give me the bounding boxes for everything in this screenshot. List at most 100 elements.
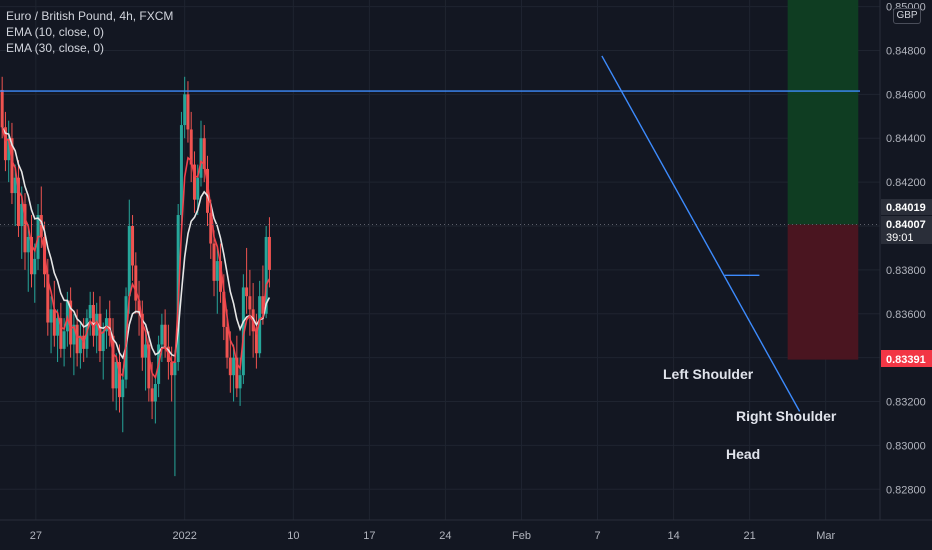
- candle-body: [10, 138, 14, 194]
- candle-body: [202, 138, 206, 169]
- time-tick-label: 17: [363, 530, 375, 542]
- candle-body: [267, 236, 271, 270]
- price-tick-label: 0.84400: [886, 133, 926, 145]
- descending-trendline: [601, 55, 801, 412]
- candle-body: [52, 309, 56, 336]
- candle-body: [75, 324, 79, 354]
- time-tick-label: 7: [594, 530, 600, 542]
- price-tick-label: 0.83600: [886, 309, 926, 321]
- candle-body: [127, 225, 131, 297]
- candle-body: [261, 296, 265, 314]
- candle-body: [248, 296, 252, 310]
- candle-body: [59, 318, 63, 349]
- candle-body: [33, 258, 37, 275]
- currency-badge[interactable]: GBP: [893, 8, 921, 24]
- candle-body: [183, 94, 187, 126]
- candle-body: [238, 375, 242, 389]
- candle-body: [235, 357, 239, 389]
- candle-body: [170, 362, 174, 376]
- candle-body: [26, 236, 30, 253]
- price-tick-label: 0.84200: [886, 177, 926, 189]
- candle-body: [46, 274, 50, 323]
- candle-body: [241, 287, 245, 376]
- candle-body: [88, 304, 92, 319]
- time-tick-label: 24: [439, 530, 451, 542]
- candle-body: [62, 331, 66, 349]
- candle-body: [212, 243, 216, 281]
- candle-body: [101, 331, 105, 352]
- candle-body: [144, 344, 148, 358]
- candle-body: [160, 324, 164, 345]
- time-tick-label: 14: [667, 530, 679, 542]
- candle-body: [179, 125, 183, 216]
- annotation-label: Right Shoulder: [736, 408, 837, 424]
- trend-drawings: [0, 55, 880, 412]
- time-tick-label: 21: [744, 530, 756, 542]
- candle-body: [219, 261, 223, 292]
- candle-body: [0, 89, 4, 128]
- candle-body: [245, 287, 249, 297]
- chart-legend: Euro / British Pound, 4h, FXCM EMA (10, …: [6, 8, 173, 56]
- candle-body: [95, 313, 99, 336]
- annotation-label: Head: [726, 446, 760, 462]
- countdown-text: 39:01: [886, 232, 914, 244]
- candle-body: [215, 261, 219, 281]
- symbol-title[interactable]: Euro / British Pound, 4h, FXCM: [6, 9, 174, 23]
- candle-body: [121, 379, 125, 398]
- candle-body: [131, 225, 135, 266]
- candle-body: [186, 94, 190, 130]
- pattern-annotations: Left Shoulder Right Shoulder Head: [663, 366, 837, 462]
- candle-body: [258, 296, 262, 354]
- time-tick-label: 10: [287, 530, 299, 542]
- candle-body: [189, 129, 193, 165]
- ema-fast-line: [1, 127, 271, 380]
- candle-body: [72, 324, 76, 345]
- ema-slow-label[interactable]: EMA (30, close, 0): [6, 41, 105, 55]
- candle-body: [49, 309, 53, 323]
- current-price-badge: [881, 216, 932, 244]
- current-price-text: 0.84007: [886, 219, 926, 231]
- ema-fast-label[interactable]: EMA (10, close, 0): [6, 25, 105, 39]
- candle-body: [232, 357, 236, 376]
- candle-body: [39, 215, 43, 237]
- candle-body: [140, 313, 144, 358]
- candle-body: [20, 204, 24, 226]
- candle-body: [206, 168, 210, 213]
- stop-price-text: 0.83391: [886, 354, 926, 366]
- time-tick-label: 2022: [172, 530, 196, 542]
- high-price-badge: [881, 199, 932, 215]
- candle-body: [147, 344, 151, 389]
- price-tick-label: 0.83200: [886, 397, 926, 409]
- time-tick-label: Feb: [512, 530, 531, 542]
- candle-body: [7, 138, 11, 161]
- candle-body: [111, 335, 115, 389]
- candle-body: [134, 265, 138, 301]
- ema-lines: [1, 126, 271, 380]
- candle-body: [114, 362, 118, 389]
- position-zones: [787, 0, 859, 360]
- stop-price-badge: [881, 350, 932, 367]
- time-tick-label: Mar: [816, 530, 835, 542]
- candle-body: [69, 300, 73, 345]
- loss-zone: [787, 224, 859, 360]
- candle-body: [264, 236, 268, 314]
- candle-body: [13, 177, 17, 194]
- candle-body: [56, 318, 60, 336]
- profit-zone: [787, 0, 859, 225]
- price-tick-label: 0.82800: [886, 484, 926, 496]
- candle-body: [225, 326, 229, 358]
- price-tick-label: 0.84800: [886, 45, 926, 57]
- time-tick-label: 27: [30, 530, 42, 542]
- candle-body: [173, 362, 177, 376]
- candle-body: [108, 318, 112, 336]
- candle-body: [209, 212, 213, 244]
- candle-body: [254, 331, 258, 354]
- candle-body: [137, 300, 141, 314]
- candle-body: [222, 291, 226, 327]
- candle-body: [91, 304, 95, 336]
- price-tick-label: 0.83000: [886, 440, 926, 452]
- price-tick-label: 0.83800: [886, 265, 926, 277]
- annotation-label: Left Shoulder: [663, 366, 754, 382]
- candle-body: [30, 236, 34, 275]
